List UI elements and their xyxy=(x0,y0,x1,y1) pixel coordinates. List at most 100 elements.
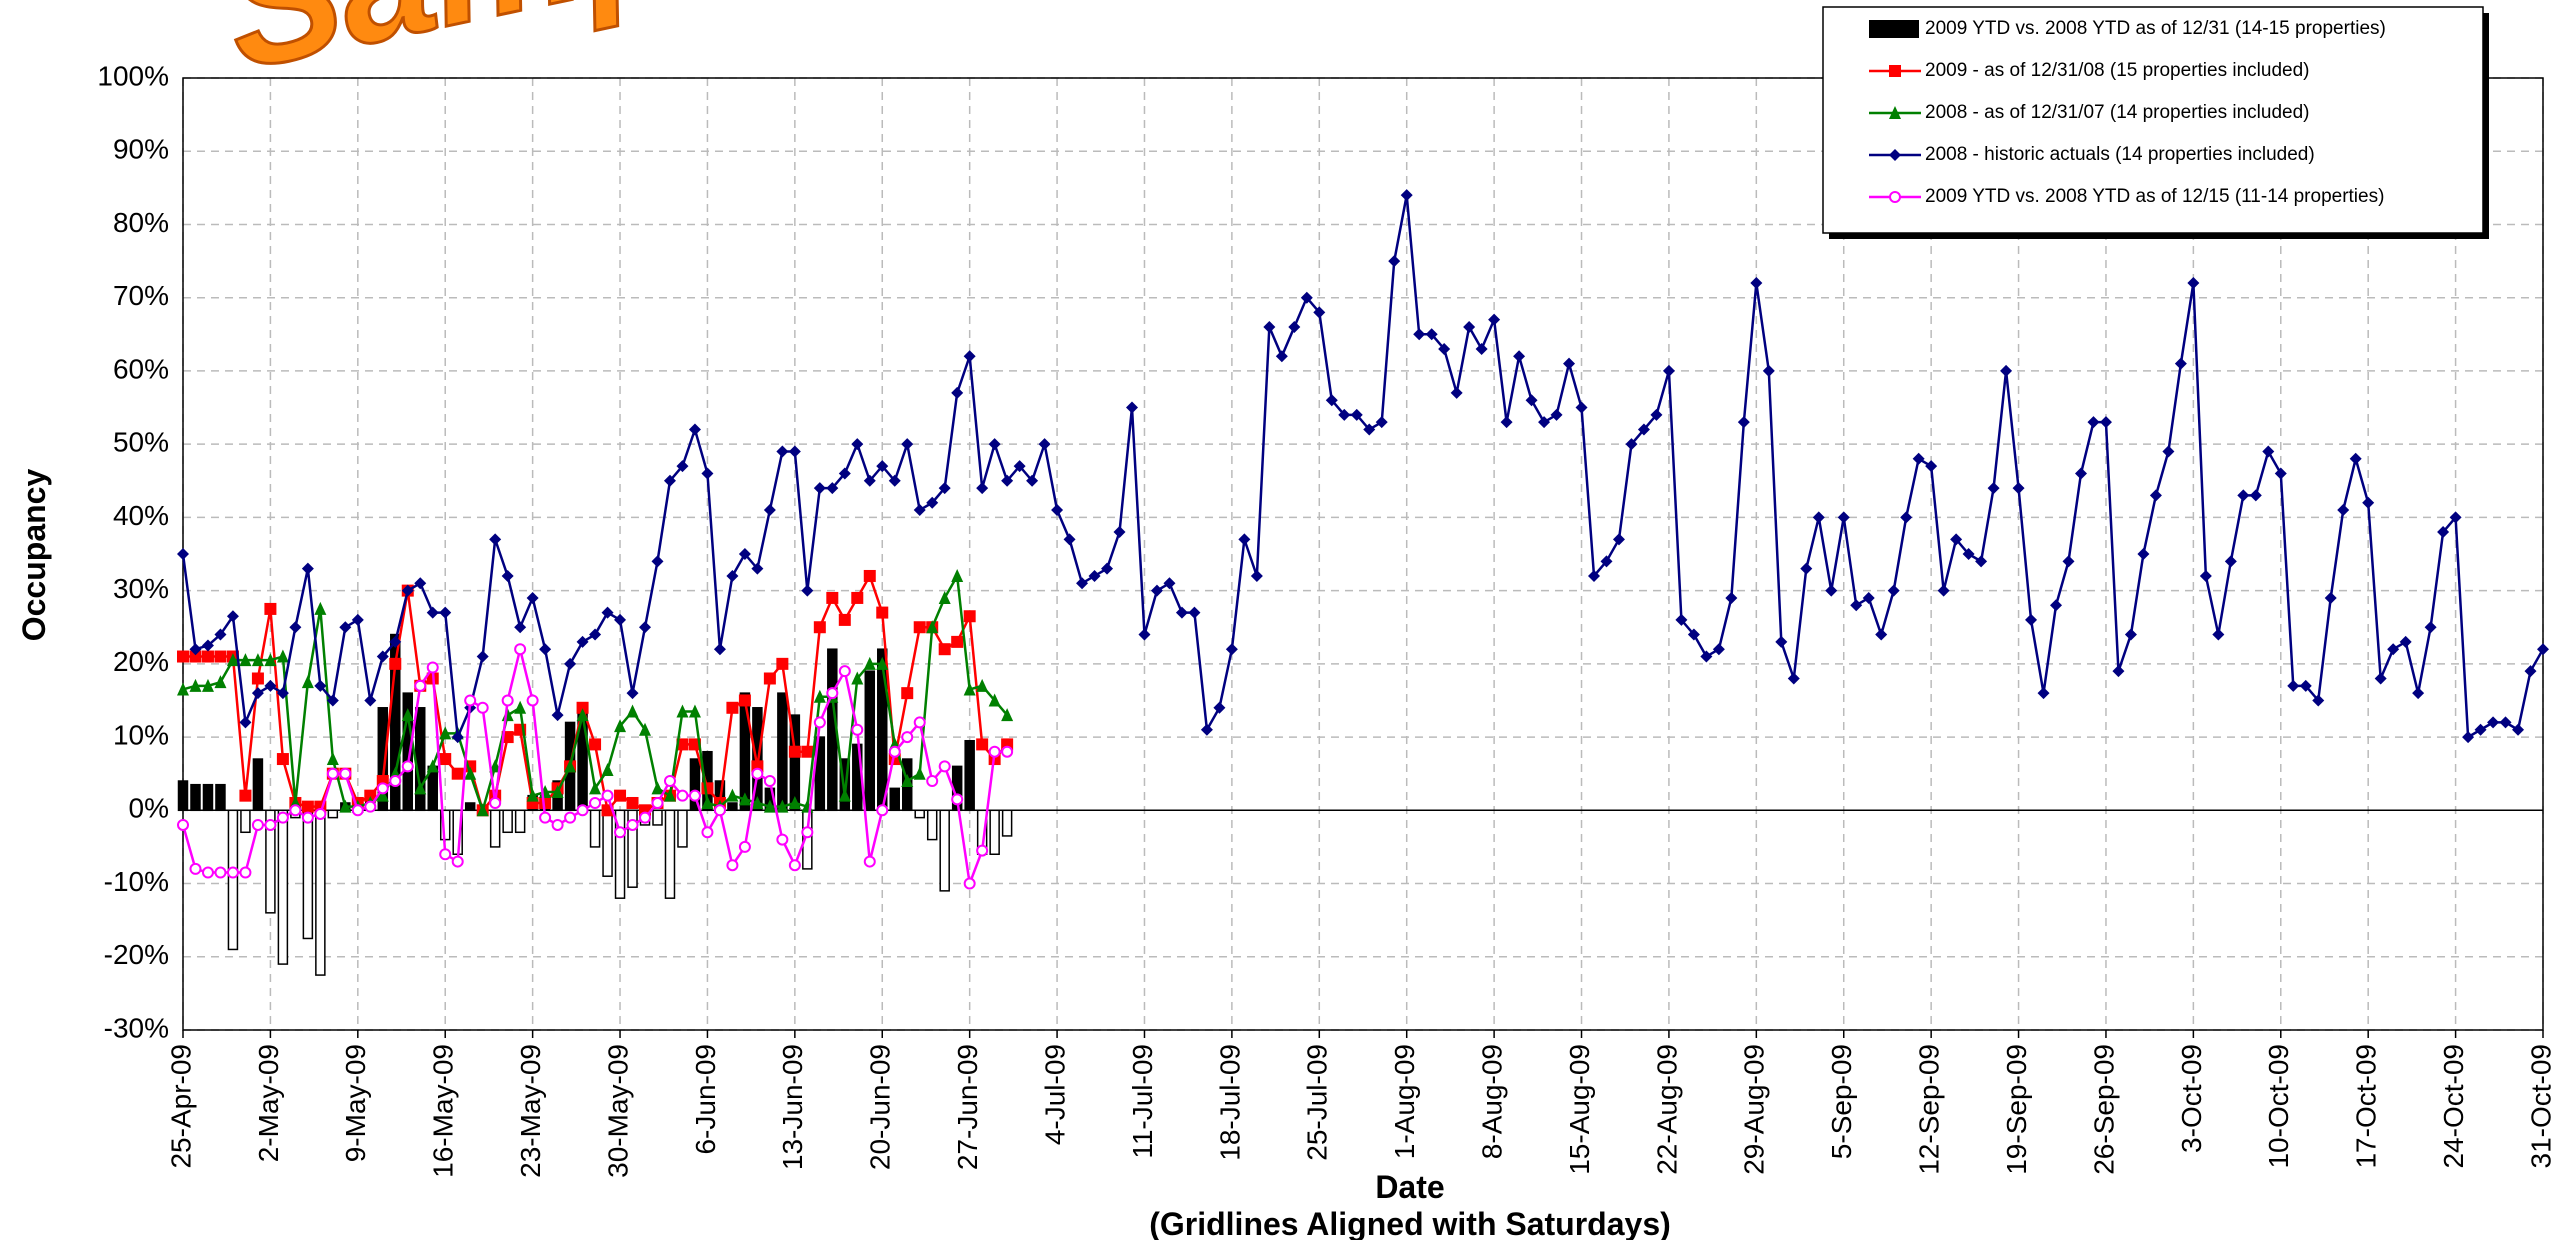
marker xyxy=(1850,599,1863,612)
marker xyxy=(177,818,189,831)
marker xyxy=(2362,496,2375,509)
marker xyxy=(589,796,602,809)
marker xyxy=(838,613,851,626)
marker xyxy=(251,672,264,685)
bar xyxy=(789,714,801,812)
marker xyxy=(239,716,252,729)
y-tick-label: 10% xyxy=(113,719,169,750)
marker xyxy=(476,803,489,817)
marker xyxy=(539,643,552,656)
legend-swatch xyxy=(1869,20,1919,38)
marker xyxy=(1275,350,1288,363)
marker xyxy=(439,606,452,619)
marker xyxy=(439,726,452,740)
marker xyxy=(2087,416,2100,429)
marker xyxy=(1300,291,1313,304)
bar xyxy=(627,809,638,888)
marker xyxy=(339,621,352,634)
marker xyxy=(376,782,389,795)
marker xyxy=(351,804,364,817)
marker xyxy=(1350,408,1363,421)
x-tick-label: 30-May-09 xyxy=(602,1044,633,1178)
x-tick-label: 31-Oct-09 xyxy=(2525,1044,2556,1169)
bar xyxy=(727,802,738,812)
marker xyxy=(688,789,701,802)
marker xyxy=(1550,408,1563,421)
bar xyxy=(402,692,414,812)
marker xyxy=(2237,489,2250,502)
marker xyxy=(763,672,776,685)
marker xyxy=(788,795,801,809)
x-tick-label: 12-Sep-09 xyxy=(1914,1044,1945,1175)
marker xyxy=(2474,723,2487,736)
bar xyxy=(677,809,688,848)
bar xyxy=(502,809,513,834)
marker xyxy=(1425,328,1438,341)
marker xyxy=(1800,562,1813,575)
bar xyxy=(265,809,276,914)
marker xyxy=(614,719,627,733)
marker xyxy=(863,656,876,670)
marker xyxy=(201,650,214,663)
marker xyxy=(926,775,939,788)
marker xyxy=(1063,533,1076,546)
marker xyxy=(863,855,876,868)
marker xyxy=(813,716,826,729)
marker xyxy=(439,848,452,861)
bar xyxy=(689,758,701,812)
marker xyxy=(1538,416,1551,429)
x-tick-label: 2-May-09 xyxy=(253,1044,284,1162)
marker xyxy=(2512,723,2525,736)
marker xyxy=(1650,408,1663,421)
marker xyxy=(788,745,801,758)
marker xyxy=(326,752,339,766)
marker xyxy=(301,811,314,824)
marker xyxy=(2025,613,2038,626)
marker xyxy=(1750,277,1763,290)
marker xyxy=(2312,694,2325,707)
marker xyxy=(1238,533,1251,546)
bar xyxy=(514,809,526,834)
marker xyxy=(2099,416,2112,429)
marker xyxy=(776,657,789,670)
marker xyxy=(2037,687,2050,700)
marker xyxy=(1912,452,1925,465)
x-tick-label: 27-Jun-09 xyxy=(952,1044,983,1170)
marker xyxy=(776,445,789,458)
marker xyxy=(2399,635,2412,648)
marker xyxy=(813,621,826,634)
marker xyxy=(763,775,776,788)
marker xyxy=(963,350,976,363)
x-tick-label: 8-Aug-09 xyxy=(1477,1044,1508,1159)
marker xyxy=(639,722,652,736)
marker xyxy=(926,620,939,634)
marker xyxy=(913,716,926,729)
x-tick-label: 9-May-09 xyxy=(340,1044,371,1162)
marker xyxy=(451,731,464,744)
bar xyxy=(702,750,713,812)
x-tick-label: 15-Aug-09 xyxy=(1564,1044,1595,1175)
marker xyxy=(788,445,801,458)
bar xyxy=(464,802,476,812)
legend-marker xyxy=(1889,191,1901,203)
marker xyxy=(414,679,427,692)
marker xyxy=(976,738,989,751)
x-tick-label: 10-Oct-09 xyxy=(2263,1044,2294,1169)
marker xyxy=(1038,438,1051,451)
marker xyxy=(551,785,564,798)
bar xyxy=(964,739,975,812)
marker xyxy=(1825,584,1838,597)
marker xyxy=(551,818,564,831)
marker xyxy=(326,767,339,780)
marker xyxy=(1200,723,1213,736)
marker xyxy=(676,789,689,802)
x-tick-label: 20-Jun-09 xyxy=(865,1044,896,1170)
x-tick-label: 19-Sep-09 xyxy=(2001,1044,2032,1175)
x-tick-label: 29-Aug-09 xyxy=(1739,1044,1770,1175)
marker xyxy=(1051,504,1064,517)
marker xyxy=(464,694,477,707)
marker xyxy=(1338,408,1351,421)
legend-label: 2008 - as of 12/31/07 (14 properties inc… xyxy=(1925,102,2309,123)
bar xyxy=(177,780,189,812)
bar xyxy=(926,809,938,841)
